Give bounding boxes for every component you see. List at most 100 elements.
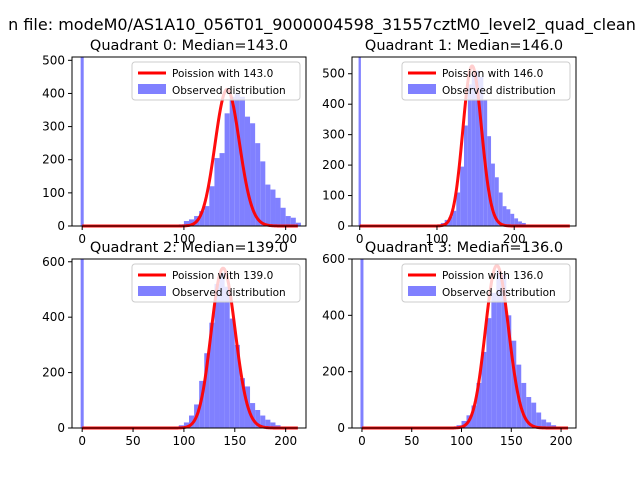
figure-title: n file: modeM0/AS1A10_056T01_9000004598_… <box>8 15 636 35</box>
y-tick-label: 400 <box>42 86 65 100</box>
legend-box <box>131 61 301 101</box>
histogram-bar <box>501 274 507 428</box>
y-tick-label: 400 <box>42 310 65 324</box>
chart-panel-3: 0 50 100 150 200 0 200 400 600 Quadrant 3: Median… <box>322 240 577 448</box>
chart-panel-2: 0 50 100 150 200 0 200 400 600 Quadrant 2: Median… <box>42 240 307 448</box>
histogram-bar <box>360 259 364 428</box>
y-tick-label: 0 <box>337 219 345 233</box>
legend-box <box>131 263 301 303</box>
y-tick-label: 500 <box>322 67 345 81</box>
histogram-bar <box>280 207 286 226</box>
histogram-bar <box>511 340 517 428</box>
histogram-bar <box>486 318 492 428</box>
legend-label-observed: Observed distribution <box>442 287 556 299</box>
histogram-bar <box>229 96 235 226</box>
y-tick-label: 300 <box>322 128 345 142</box>
histogram-bar <box>219 153 225 226</box>
histogram-bar <box>189 415 195 428</box>
histogram-bar <box>250 123 256 226</box>
histogram-bar <box>214 283 220 428</box>
x-tick-label: 0 <box>356 232 364 246</box>
x-tick-label: 200 <box>550 434 573 448</box>
histogram-bar <box>531 402 537 428</box>
axes-frame <box>71 258 307 429</box>
histogram-bar <box>448 216 453 226</box>
y-tick-label: 300 <box>42 120 65 134</box>
histogram-bar <box>510 213 515 226</box>
histogram-bar <box>239 378 245 428</box>
histogram-bar <box>255 409 261 428</box>
legend-bar-swatch <box>408 84 436 94</box>
y-tick-label: 500 <box>42 53 65 67</box>
legend-label-fit: Poission with 146.0 <box>442 68 543 80</box>
legend-box <box>401 263 571 303</box>
x-tick-label: 200 <box>274 232 297 246</box>
histogram-bar <box>265 184 271 226</box>
x-tick-label: 100 <box>450 434 473 448</box>
legend-label-fit: Poission with 143.0 <box>172 68 273 80</box>
histogram-bar <box>546 422 552 428</box>
histogram-bar <box>224 113 230 226</box>
histogram-bar <box>494 177 499 226</box>
histogram-bar <box>358 57 361 226</box>
histogram-bar <box>452 210 457 226</box>
x-tick-label: 50 <box>404 434 419 448</box>
y-tick-label: 200 <box>322 365 345 379</box>
histogram-bar <box>189 219 195 226</box>
histogram-bar <box>214 158 220 226</box>
histogram-bar <box>518 221 522 226</box>
y-tick-label: 0 <box>57 421 65 435</box>
x-tick-label: 50 <box>125 434 140 448</box>
histogram-bar <box>471 73 476 227</box>
histogram-bar <box>295 222 301 226</box>
histogram-bar <box>491 163 495 226</box>
histogram-bar <box>496 270 502 428</box>
histogram-bar <box>219 272 225 428</box>
y-tick-label: 0 <box>57 219 65 233</box>
histogram-bar <box>209 322 215 428</box>
histogram-bar <box>456 192 461 226</box>
histogram-bar <box>209 186 215 226</box>
legend-label-fit: Poission with 139.0 <box>172 270 273 282</box>
histogram-bar <box>290 217 296 226</box>
y-tick-label: 200 <box>42 366 65 380</box>
histogram-bar <box>506 209 511 226</box>
legend-box <box>401 61 571 101</box>
histogram-bar <box>244 116 251 226</box>
chart-title: Quadrant 1: Median=146.0 <box>365 38 563 54</box>
histogram-bar <box>487 136 492 226</box>
axes-frame <box>351 258 577 429</box>
histogram-bar <box>270 189 276 226</box>
histogram-bar <box>204 353 210 428</box>
legend-label-observed: Observed distribution <box>172 287 286 299</box>
x-tick-label: 0 <box>78 434 86 448</box>
histogram-bar <box>260 415 266 428</box>
histogram-bar <box>199 211 205 226</box>
histogram-bar <box>502 206 507 226</box>
y-tick-label: 100 <box>42 186 65 200</box>
y-tick-label: 200 <box>42 153 65 167</box>
histogram-bar <box>285 216 291 226</box>
x-tick-label: 0 <box>78 232 86 246</box>
histogram-bar <box>521 222 526 226</box>
y-tick-label: 0 <box>337 421 345 435</box>
y-tick-label: 600 <box>322 252 345 266</box>
chart-title: Quadrant 3: Median=136.0 <box>365 240 563 256</box>
histogram-bar <box>80 259 84 428</box>
axes-frame <box>351 56 577 227</box>
histogram-bar <box>514 218 519 226</box>
histogram-bar <box>491 292 497 428</box>
legend-bar-swatch <box>138 84 166 94</box>
histogram-bar <box>541 419 547 428</box>
histogram-bar <box>460 166 464 226</box>
x-tick-label: 0 <box>358 434 366 448</box>
histogram-bar <box>80 57 84 226</box>
histogram-bar <box>224 286 230 428</box>
y-tick-label: 600 <box>42 255 65 269</box>
x-tick-label: 150 <box>223 434 246 448</box>
x-tick-label: 100 <box>172 434 195 448</box>
histogram-bar <box>270 422 276 428</box>
y-tick-label: 100 <box>322 189 345 203</box>
histogram-bar <box>255 143 261 226</box>
legend-label-fit: Poission with 136.0 <box>442 270 543 282</box>
